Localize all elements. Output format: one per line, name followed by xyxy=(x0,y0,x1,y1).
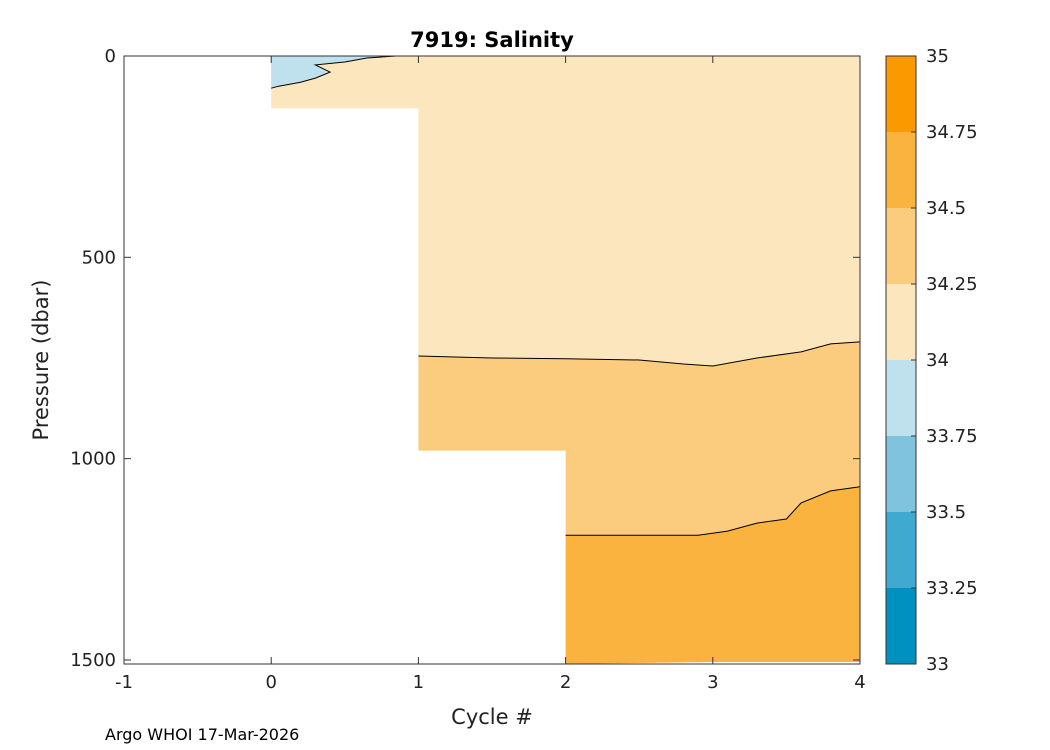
salinity-regions xyxy=(271,56,860,664)
colorbar: 33 33.25 33.5 33.75 34 34.25 34.5 34.75 35 xyxy=(885,46,978,675)
footer-credit: Argo WHOI 17-Mar-2026 xyxy=(105,725,300,744)
plot-frame xyxy=(123,55,861,665)
y-tick-label: 500 xyxy=(82,247,116,268)
colorbar-tick-label: 33 xyxy=(926,654,949,675)
y-tick-label: 1000 xyxy=(70,449,116,470)
colorbar-tick-label: 35 xyxy=(926,46,949,67)
salinity-region-0 xyxy=(271,56,860,366)
salinity-region-1 xyxy=(271,56,397,89)
y-tick-label: 0 xyxy=(105,46,116,67)
colorbar-swatch xyxy=(886,588,916,664)
colorbar-swatch xyxy=(886,360,916,436)
chart-title: 7919: Salinity xyxy=(410,28,574,52)
x-tick-label: 0 xyxy=(265,672,276,693)
x-tick-label: -1 xyxy=(115,672,133,693)
x-tick-label: 3 xyxy=(707,672,718,693)
x-axis: -1 0 1 2 3 4 xyxy=(115,56,866,693)
contour-line-2 xyxy=(565,486,861,536)
x-tick-label: 1 xyxy=(413,672,424,693)
colorbar-swatch xyxy=(886,436,916,512)
y-axis-label: Pressure (dbar) xyxy=(29,280,53,441)
salinity-region-3 xyxy=(565,486,860,664)
x-tick-label: 4 xyxy=(854,672,865,693)
colorbar-tick-label: 34.75 xyxy=(926,122,978,143)
contour-line-1 xyxy=(418,341,861,367)
salinity-region-2 xyxy=(418,341,860,536)
y-axis: 0 500 1000 1500 xyxy=(70,46,860,671)
x-tick-label: 2 xyxy=(560,672,571,693)
colorbar-swatch xyxy=(886,56,916,132)
colorbar-swatch xyxy=(886,208,916,284)
colorbar-tick-label: 34.5 xyxy=(926,198,966,219)
colorbar-tick-label: 34 xyxy=(926,350,949,371)
colorbar-tick-label: 33.25 xyxy=(926,578,978,599)
colorbar-swatch xyxy=(886,284,916,360)
colorbar-tick-label: 33.75 xyxy=(926,426,978,447)
colorbar-tick-label: 33.5 xyxy=(926,502,966,523)
colorbar-swatch xyxy=(886,132,916,208)
y-tick-label: 1500 xyxy=(70,650,116,671)
contour-line-0 xyxy=(271,55,397,89)
salinity-contours xyxy=(271,55,861,536)
x-axis-label: Cycle # xyxy=(451,705,533,729)
colorbar-swatch xyxy=(886,512,916,588)
colorbar-tick-label: 34.25 xyxy=(926,274,978,295)
